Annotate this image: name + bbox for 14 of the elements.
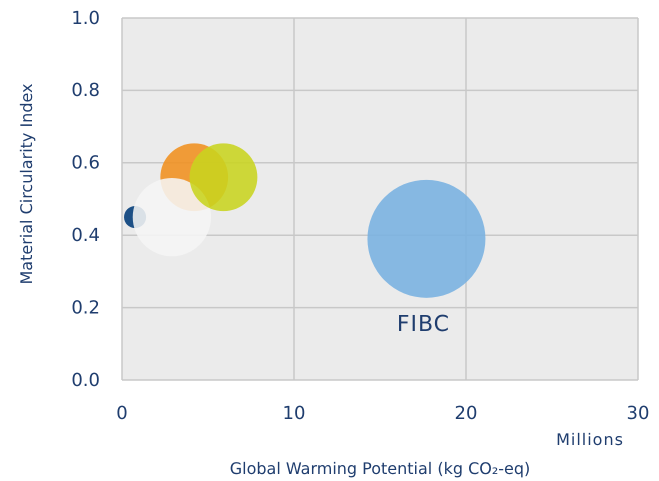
y-tick-label: 0.8 bbox=[71, 80, 100, 102]
text: Millions bbox=[556, 430, 624, 449]
x-axis-title: Global Warming Potential (kg CO₂-eq) bbox=[230, 459, 530, 478]
y-tick-label: 0.0 bbox=[71, 370, 100, 391]
x-tick-label: 10 bbox=[282, 402, 306, 424]
x-tick-label: 0 bbox=[116, 402, 128, 424]
y-tick-label: 0.4 bbox=[71, 224, 100, 246]
x-tick-label: 30 bbox=[626, 402, 650, 424]
y-axis-title: Material Circularity Index bbox=[17, 83, 36, 285]
series-label: FIBC bbox=[396, 312, 450, 337]
y-tick-label: 0.6 bbox=[71, 152, 100, 174]
x-tick-label: 20 bbox=[454, 402, 478, 424]
y-tick-label: 0.2 bbox=[71, 297, 100, 318]
y-tick-label: 1.0 bbox=[71, 8, 100, 29]
